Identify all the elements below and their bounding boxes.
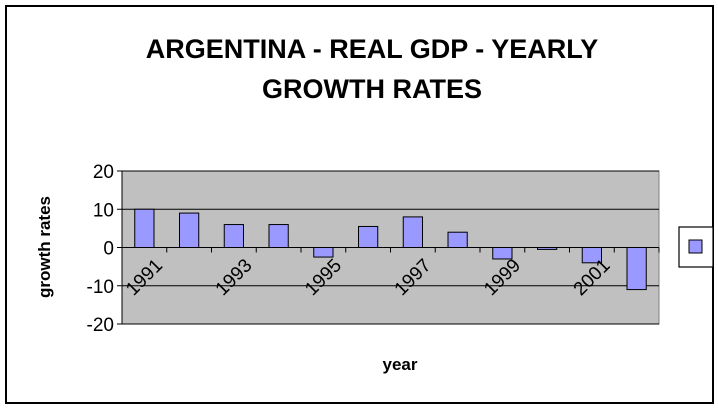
y-tick-label: 20 <box>93 162 114 183</box>
y-tick-labels: 20 10 0 -10 -20 <box>87 162 114 336</box>
bar-1991 <box>134 208 155 248</box>
y-tick-label: -10 <box>87 277 114 298</box>
legend-swatch <box>688 239 703 254</box>
y-tick-label: 0 <box>103 239 114 260</box>
bar-1992 <box>179 212 200 248</box>
y-tick-label: -20 <box>87 315 114 336</box>
y-tick-label: 10 <box>93 200 114 221</box>
y-axis-title: growth rates <box>35 196 54 298</box>
bar-1994 <box>268 224 289 249</box>
bar-1998 <box>447 231 468 248</box>
bar-1993 <box>223 224 244 249</box>
legend <box>678 226 714 268</box>
axes <box>117 170 660 325</box>
bars <box>134 208 647 291</box>
bar-1997 <box>402 216 423 248</box>
chart-title-line-2: GROWTH RATES <box>262 74 482 104</box>
chart-title-line-1: ARGENTINA - REAL GDP - YEARLY <box>146 34 599 64</box>
x-axis-title: year <box>383 355 418 374</box>
bar-2002 <box>626 247 647 291</box>
bar-1996 <box>358 225 379 248</box>
